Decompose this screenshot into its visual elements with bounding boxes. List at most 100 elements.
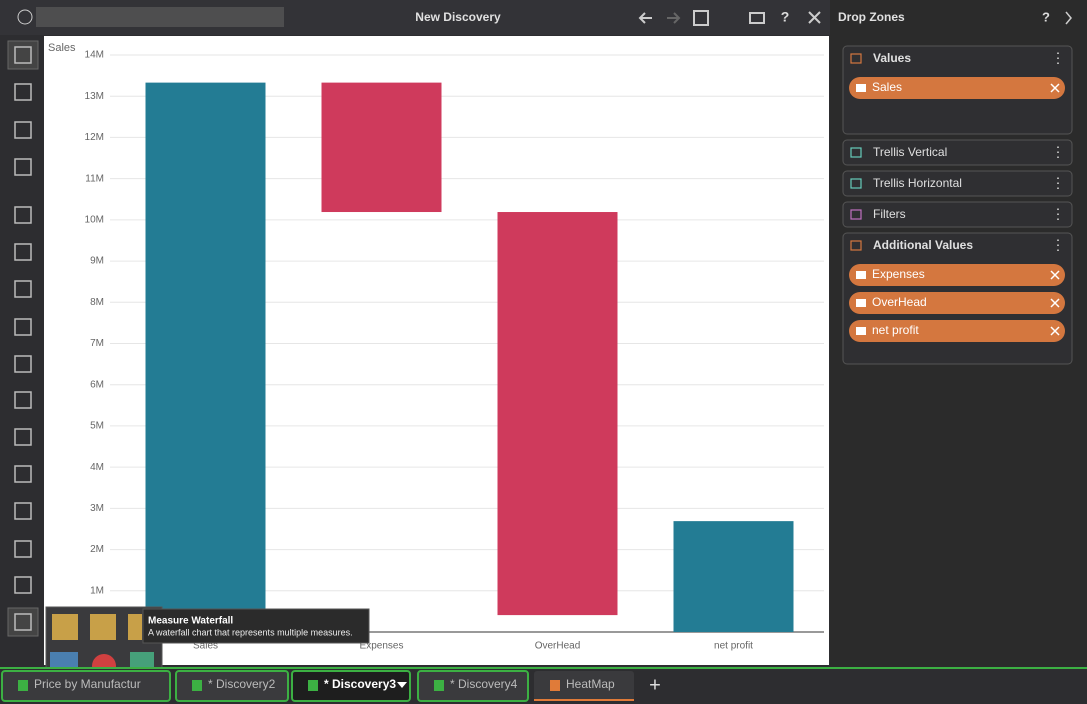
tool-icon[interactable] [14,318,32,336]
tool-icon[interactable] [14,121,32,139]
x-tick-label: net profit [714,641,753,652]
drop-zones: Values ⋮ Sales Trellis Vertical ⋮ Trellis Hor… [842,45,1073,365]
help-button[interactable]: ? [781,9,790,25]
y-tick-label: 4M [90,462,104,473]
tab[interactable] [417,670,529,702]
close-icon[interactable] [808,11,821,24]
print-icon[interactable] [749,12,765,24]
tool-icon[interactable] [14,83,32,101]
zone-menu[interactable]: ⋮ [1051,175,1065,191]
tool-icon[interactable] [14,391,32,409]
forward-icon[interactable] [667,12,681,24]
tab-label: HeatMap [566,677,615,691]
drop-zone [842,201,1073,228]
zone-menu[interactable]: ⋮ [1051,206,1065,222]
bar [673,521,794,632]
back-icon[interactable] [638,12,652,24]
field-name: OverHead [872,295,927,309]
tab-label: * Discovery4 [450,677,518,691]
zone-menu[interactable]: ⋮ [1051,237,1065,253]
zone-label: Filters [873,207,906,221]
thumb[interactable] [128,614,142,640]
y-tick-label: 12M [85,132,104,143]
zone-menu[interactable]: ⋮ [1051,50,1065,66]
tool-icon[interactable] [14,355,32,373]
field-icon [856,84,866,92]
tool-icon[interactable] [14,465,32,483]
y-axis-label: Sales [48,42,76,54]
blurred-area [36,7,284,27]
y-tick-label: 13M [85,91,104,102]
tab[interactable] [534,671,634,701]
bar [321,82,442,213]
zone-label: Trellis Vertical [873,145,947,159]
bar [497,212,618,616]
tab-icon [192,680,202,691]
tab[interactable] [1,670,171,702]
field-name: net profit [872,323,919,337]
tooltip [142,608,370,644]
tab-dropdown[interactable] [397,682,407,688]
y-tick-label: 10M [85,214,104,225]
tool-icon[interactable] [14,280,32,298]
add-tab[interactable]: + [649,674,661,696]
toolbar-icons [638,10,821,26]
tab-icon [18,680,28,691]
zone-label: Additional Values [873,238,973,252]
tab-label: Price by Manufactur [34,677,141,691]
remove-icon[interactable] [1050,270,1060,280]
thumb[interactable] [90,614,116,640]
save-icon[interactable] [693,10,709,26]
field-name: Sales [872,80,902,94]
tool-icon[interactable] [14,576,32,594]
tool-selected [7,40,39,70]
tab[interactable] [175,670,289,702]
left-toolbar [0,35,42,667]
tab-label: * Discovery3 [324,677,396,691]
y-tick-label: 6M [90,379,104,390]
tab-label: * Discovery2 [208,677,276,691]
window-title: New Discovery [415,10,501,24]
tool-icon[interactable] [14,613,32,631]
field-pill[interactable] [849,292,1065,314]
y-tick-label: 9M [90,256,104,267]
y-tick-label: 1M [90,585,104,596]
chart: Sales 1M 2M 3M 4M 5M 6M 7M 8M 9M 10M 11M 12M 13M 14M Sa… [48,42,824,652]
tool-icons [7,40,39,637]
x-tick-label: Sales [193,641,218,652]
tool-icon[interactable] [14,206,32,224]
tool-icon[interactable] [14,158,32,176]
field-pill[interactable] [849,77,1065,99]
remove-icon[interactable] [1050,83,1060,93]
tool-icon[interactable] [14,46,32,64]
tool-icon[interactable] [14,502,32,520]
field-pill[interactable] [849,264,1065,286]
tooltip-text: A waterfall chart that represents multip… [148,627,353,637]
x-tick-label: Expenses [360,641,404,652]
tool-icon[interactable] [14,428,32,446]
zone-icon [850,147,862,158]
zone-menu[interactable]: ⋮ [1051,144,1065,160]
thumb[interactable] [52,614,78,640]
panel-help[interactable]: ? [1042,9,1050,24]
collapse-icon[interactable] [1065,11,1072,25]
tooltip-title: Measure Waterfall [148,616,233,627]
tab[interactable] [291,670,411,702]
zone-icon [850,178,862,189]
tool-icon[interactable] [14,540,32,558]
y-tick-label: 11M [85,173,104,184]
y-tick-label: 2M [90,544,104,555]
remove-icon[interactable] [1050,326,1060,336]
field-pill[interactable] [849,320,1065,342]
tool-icon[interactable] [14,243,32,261]
y-tick-label: 3M [90,503,104,514]
zone-icon [850,209,862,220]
field-icon [856,299,866,307]
bar [145,82,266,632]
tab-icon [550,680,560,691]
remove-icon[interactable] [1050,298,1060,308]
field-icon [856,271,866,279]
info-icon[interactable] [17,9,33,25]
field-name: Expenses [872,267,925,281]
